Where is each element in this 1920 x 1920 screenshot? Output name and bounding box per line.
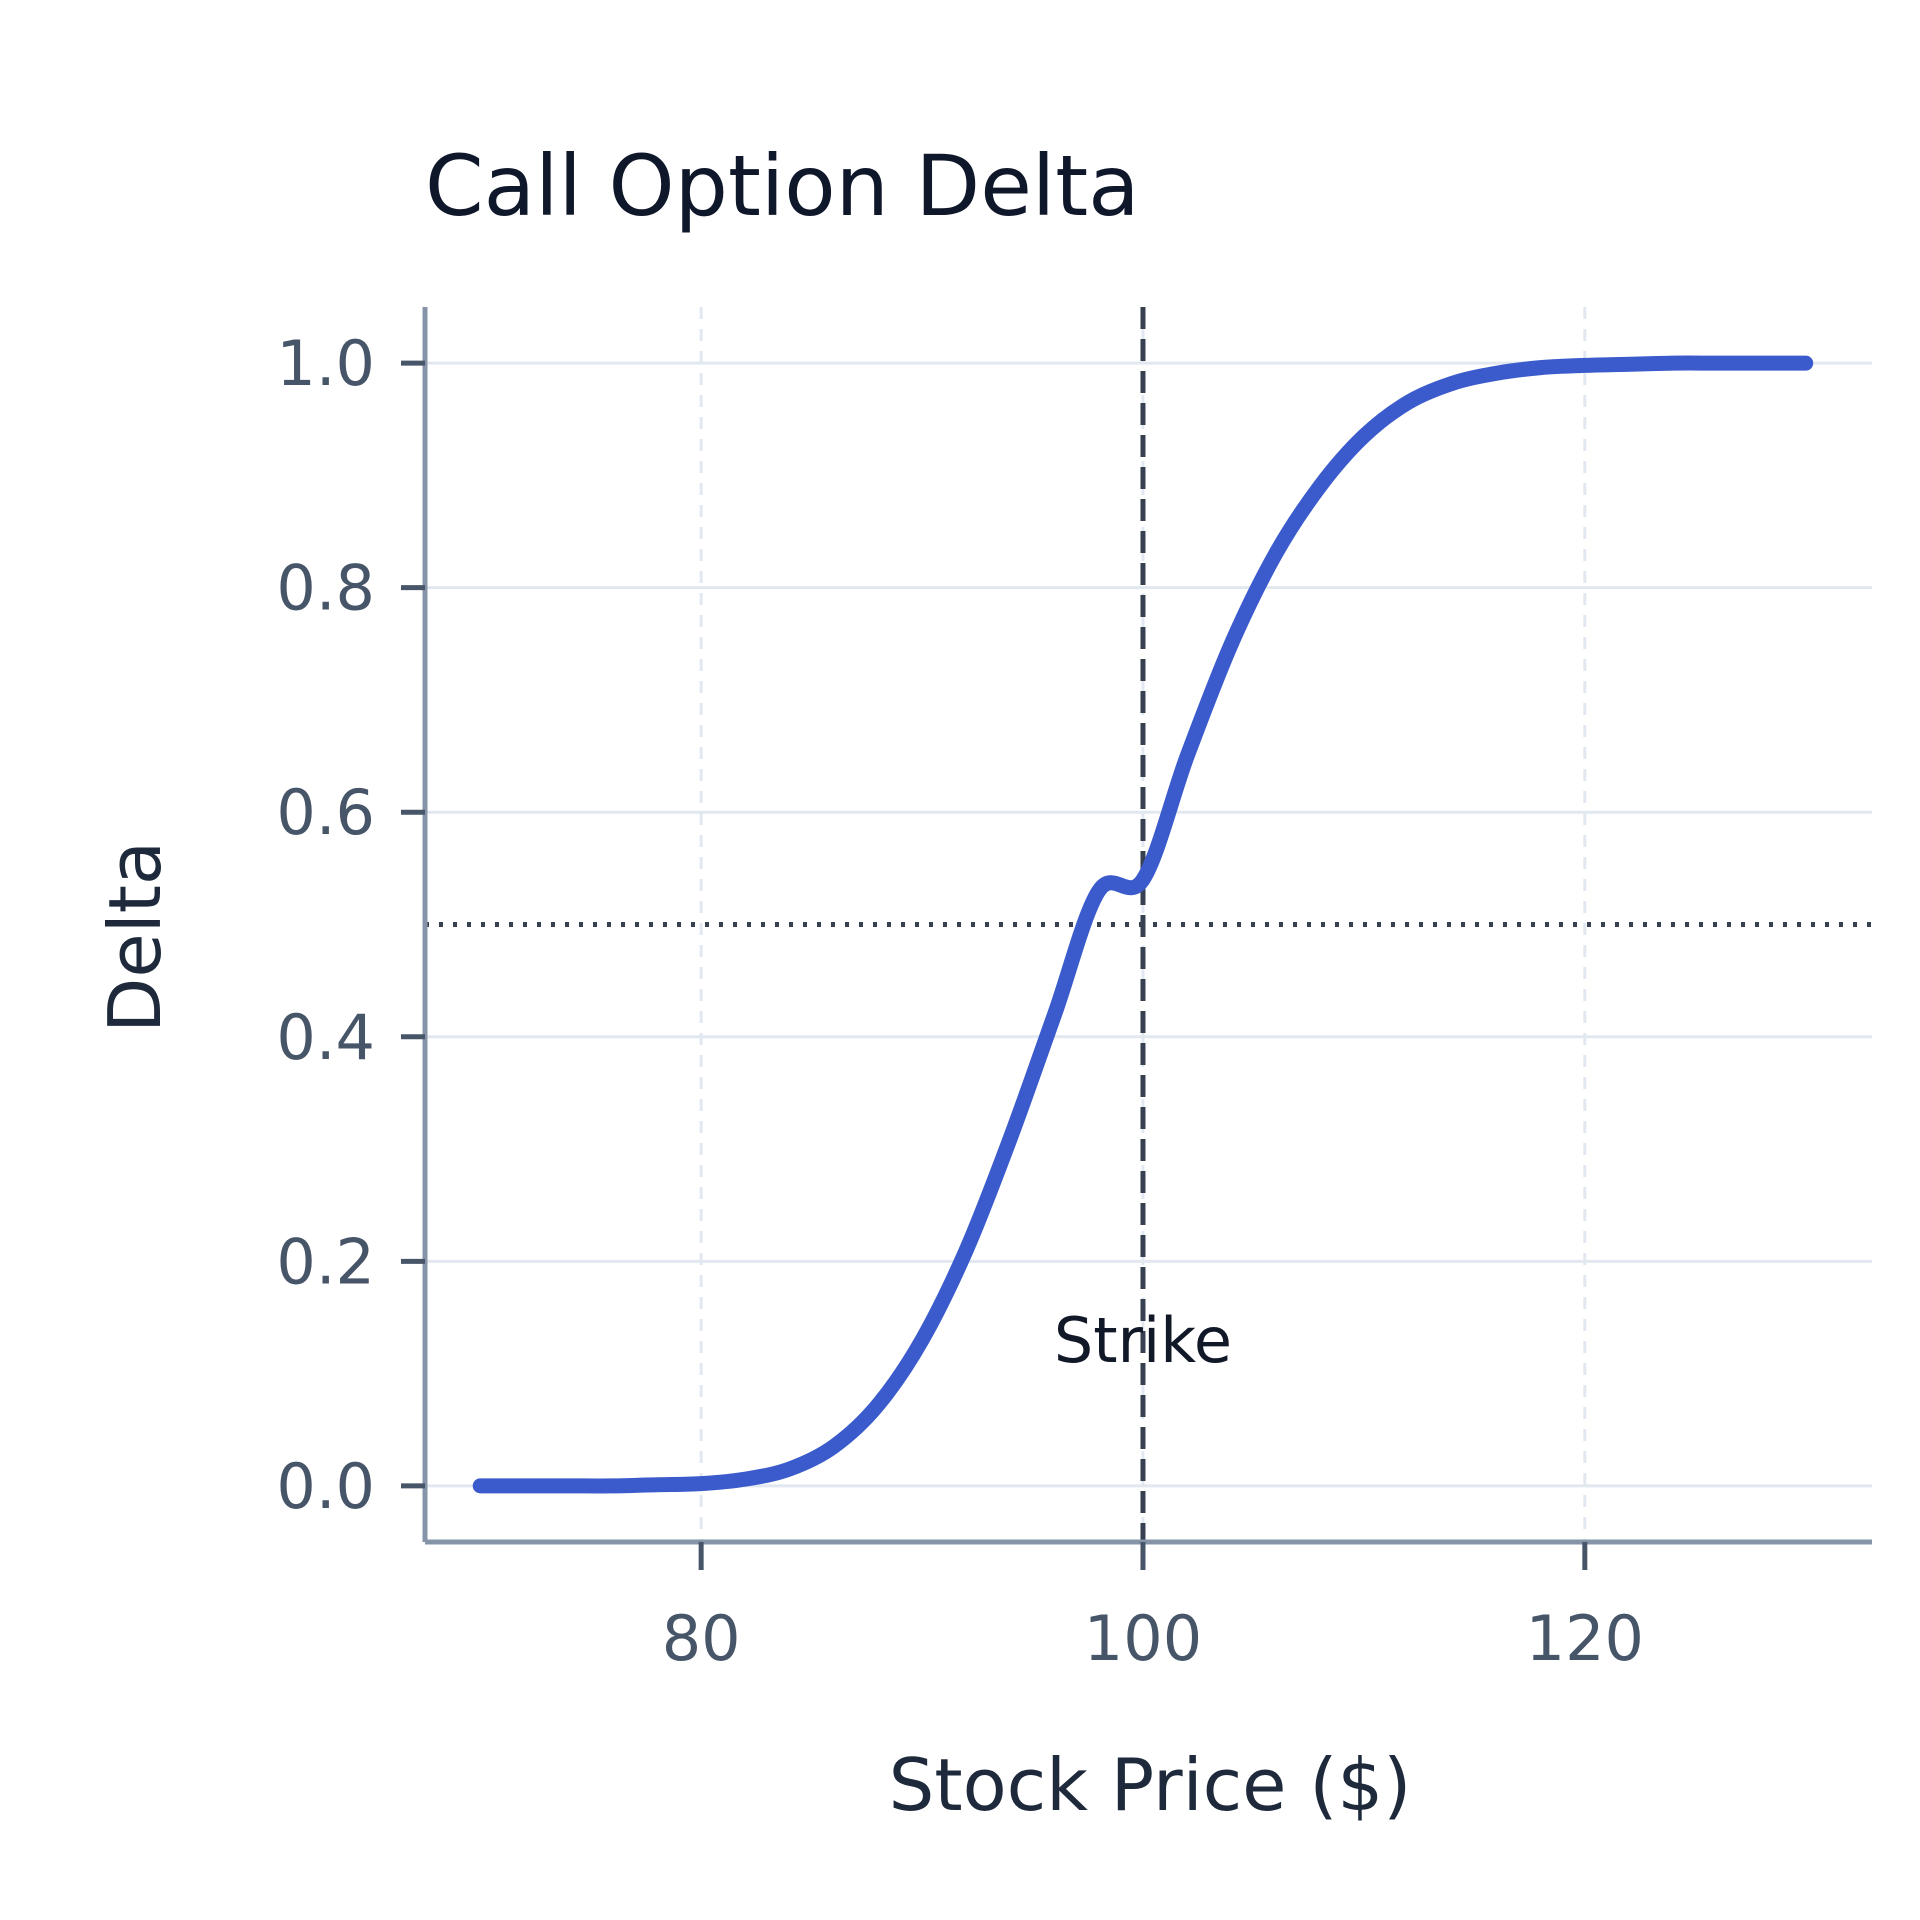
y-tick-label-1: 0.2 xyxy=(276,1225,375,1298)
x-axis-label: Stock Price ($) xyxy=(889,1743,1412,1827)
strike-annotation: Strike xyxy=(1054,1304,1232,1377)
y-axis-label: Delta xyxy=(93,841,177,1033)
y-tick-label-0: 0.0 xyxy=(276,1450,375,1523)
y-tick-label-2: 0.4 xyxy=(276,1001,375,1074)
series-layer xyxy=(472,355,1814,1494)
delta-curve-0 xyxy=(472,355,1814,1494)
y-tick-label-5: 1.0 xyxy=(276,327,375,400)
y-tick-label-3: 0.6 xyxy=(276,776,375,849)
x-tick-label-0: 80 xyxy=(662,1602,741,1675)
reference-lines xyxy=(425,307,1872,1542)
ticks: 0.0 0.2 0.4 0.6 0.8 1.0 80 100 120 xyxy=(276,327,1644,1675)
y-tick-label-4: 0.8 xyxy=(276,552,375,625)
x-tick-label-2: 120 xyxy=(1526,1602,1644,1675)
grid xyxy=(425,307,1872,1542)
axes xyxy=(422,307,1872,1545)
x-tick-label-1: 100 xyxy=(1084,1602,1202,1675)
chart-title: Call Option Delta xyxy=(425,137,1140,235)
